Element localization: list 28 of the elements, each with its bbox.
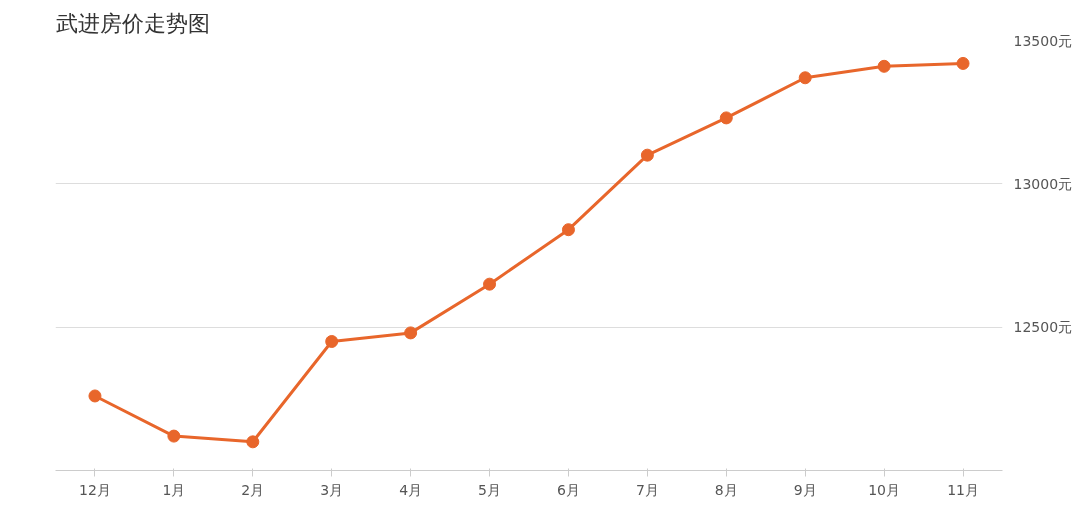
point <box>956 56 970 70</box>
point <box>640 148 654 162</box>
x-tick-label: 10月 <box>868 481 901 498</box>
point <box>88 389 102 403</box>
y-tick-label: 13500元 <box>1013 32 1073 49</box>
x-tick-label: 2月 <box>241 481 265 498</box>
point <box>719 111 733 125</box>
x-tick-label: 5月 <box>478 481 502 498</box>
point <box>404 326 418 340</box>
point <box>561 223 575 237</box>
x-tick-label: 8月 <box>714 481 738 498</box>
x-tick-label: 7月 <box>635 481 659 498</box>
x-tick-label: 4月 <box>399 481 423 498</box>
point <box>798 71 812 85</box>
x-tick-label: 11月 <box>947 481 979 498</box>
y-tick-label: 13000元 <box>1013 175 1073 192</box>
chart-title: 武进房价走势图 <box>55 10 210 36</box>
x-tick-label: 3月 <box>320 481 344 498</box>
x-tick-label: 9月 <box>793 481 817 498</box>
point <box>877 59 891 73</box>
point <box>167 429 181 443</box>
point <box>483 277 497 291</box>
y-tick-label: 12500元 <box>1013 319 1073 336</box>
x-tick-label: 1月 <box>162 481 186 498</box>
x-tick-label: 12月 <box>79 481 111 498</box>
point <box>325 335 339 348</box>
x-tick-label: 6月 <box>557 481 580 498</box>
point <box>246 435 260 449</box>
